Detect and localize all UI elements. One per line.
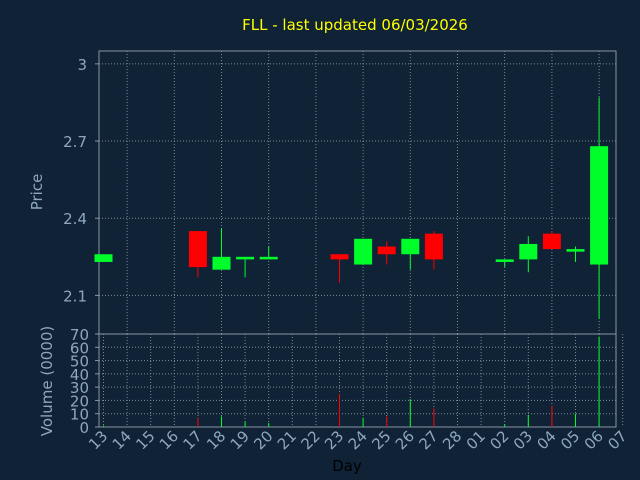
candle-13 xyxy=(94,254,113,262)
chart-title: FLL - last updated 06/03/2026 xyxy=(242,16,468,34)
price-y-label: Price xyxy=(28,174,46,211)
volume-y-tick-label: 40 xyxy=(70,366,89,384)
candle-23 xyxy=(330,254,349,283)
candle-25 xyxy=(377,241,396,265)
candle-body xyxy=(354,238,373,265)
candle-26 xyxy=(401,238,420,270)
candle-17 xyxy=(188,231,207,278)
candle-20 xyxy=(259,246,278,260)
candle-body xyxy=(424,233,443,260)
x-axis-labels: 1314151617181920212223242526272801020304… xyxy=(85,427,630,453)
price-y-tick-label: 2.7 xyxy=(63,133,87,151)
volume-y-label: Volume (0000) xyxy=(38,326,56,436)
candle-03 xyxy=(519,236,538,273)
price-grid xyxy=(99,51,616,334)
candle-body xyxy=(94,254,113,262)
volume-frame xyxy=(98,333,617,428)
volume-y-tick-label: 0 xyxy=(79,419,89,437)
candle-24 xyxy=(354,238,373,265)
volume-y-tick-label: 70 xyxy=(70,326,89,344)
candle-27 xyxy=(424,231,443,270)
candle-body xyxy=(188,231,207,268)
candle-body xyxy=(330,254,349,260)
volume-y-tick-label: 50 xyxy=(70,353,89,371)
candle-body xyxy=(259,256,278,260)
candle-body xyxy=(542,233,561,250)
price-y-tick-label: 2.4 xyxy=(63,210,87,228)
candle-body xyxy=(212,256,231,270)
candle-05 xyxy=(566,246,585,262)
candle-body xyxy=(377,246,396,255)
volume-y-tick-label: 10 xyxy=(70,406,89,424)
candle-body xyxy=(236,256,255,260)
volume-y-tick-label: 30 xyxy=(70,379,89,397)
candle-19 xyxy=(236,256,255,278)
candle-18 xyxy=(212,228,231,270)
price-y-tick-label: 3 xyxy=(77,56,87,74)
price-y-ticks: 2.1 2.4 2.7 3 xyxy=(63,56,99,305)
price-y-tick-label: 2.1 xyxy=(63,287,87,305)
candle-04 xyxy=(542,231,561,250)
volume-bars xyxy=(103,336,600,427)
candle-body xyxy=(590,146,609,265)
candle-body xyxy=(401,238,420,255)
price-panel: 2.1 2.4 2.7 3 Price xyxy=(28,50,617,335)
volume-y-tick-label: 20 xyxy=(70,392,89,410)
candle-body xyxy=(519,243,538,260)
candle-body xyxy=(566,249,585,252)
candles xyxy=(94,97,609,319)
candle-body xyxy=(495,259,514,262)
candle-02 xyxy=(495,259,514,268)
candle-06 xyxy=(590,97,609,319)
volume-y-tick-label: 60 xyxy=(70,339,89,357)
x-axis-label: Day xyxy=(332,457,362,475)
